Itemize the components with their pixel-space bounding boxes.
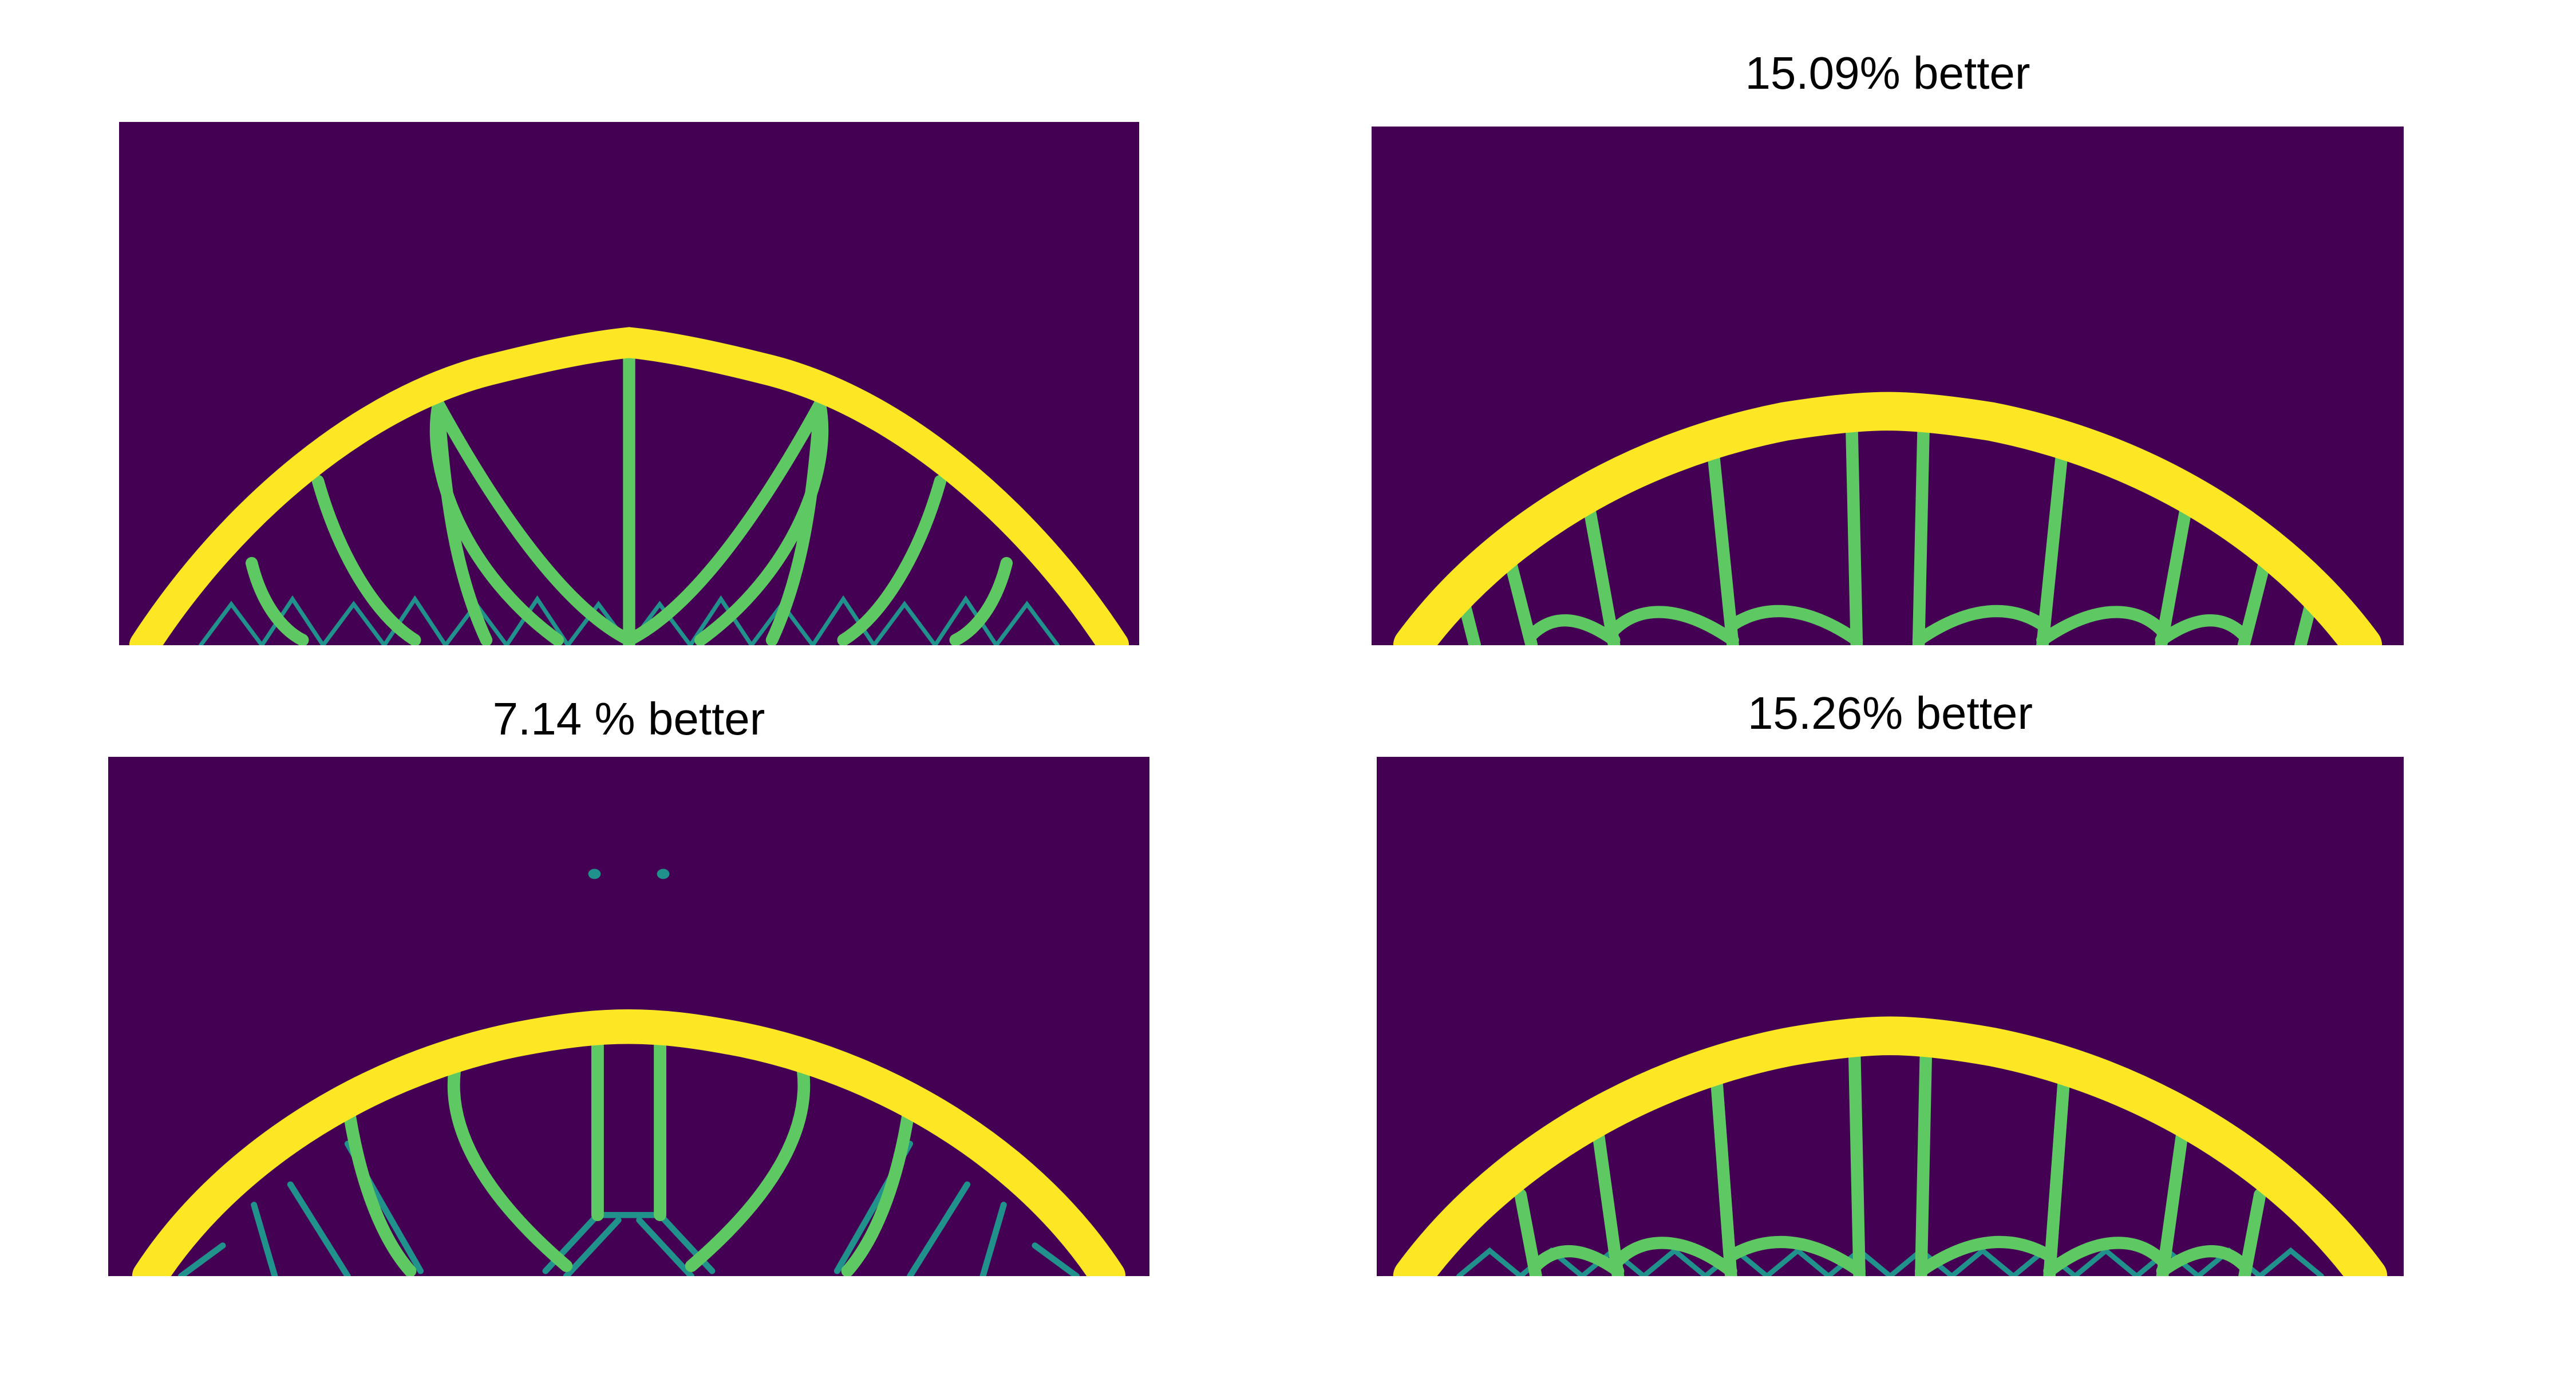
topology-structure-bottom-left <box>132 868 1126 1276</box>
caption-bottom-right: 15.26% better <box>1747 688 2033 739</box>
topology-structure-top-right <box>1393 392 2383 645</box>
panel-top-left <box>119 122 1139 645</box>
panel-bottom-left <box>108 757 1149 1276</box>
caption-bottom-left: 7.14 % better <box>492 693 765 744</box>
caption-top-right: 15.09% better <box>1745 48 2030 98</box>
topology-structure-bottom-right <box>1393 1016 2388 1276</box>
topology-structure-top-left <box>129 327 1129 645</box>
panel-top-right <box>1372 127 2404 645</box>
panel-bottom-right <box>1377 757 2404 1276</box>
